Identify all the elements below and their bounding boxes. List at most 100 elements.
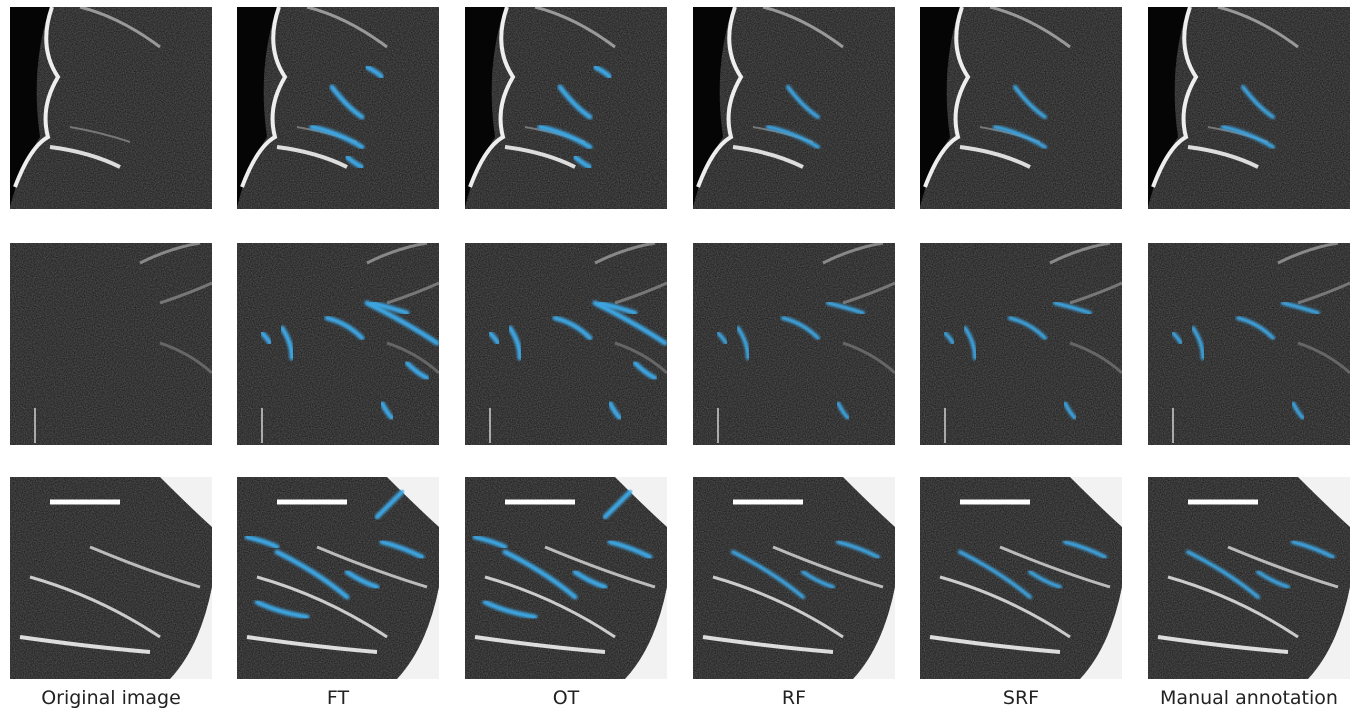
vessel-mask [836,401,850,420]
vessel-mask [244,534,280,550]
edge [1297,281,1350,305]
vessel-mask [379,400,395,421]
edge [246,635,378,654]
dark-region [10,7,50,207]
edge [842,341,895,375]
vessel-mask [592,300,667,346]
image-panel [693,7,895,209]
bright [1298,477,1350,527]
edge [386,281,439,305]
image-panel [1148,243,1350,445]
vessel-mask [801,570,835,589]
texture [237,243,439,445]
vessel-mask [597,300,638,316]
column-label: RF [782,687,806,709]
vessel-mask [592,64,613,80]
vessel-mask [374,489,405,520]
vessel-mask [487,330,501,346]
texture [920,7,1122,209]
vessel-mask [1291,401,1305,420]
texture [465,477,667,679]
edge [959,145,1031,169]
edge [49,145,121,169]
edge [762,7,844,49]
vessel-mask [1191,326,1205,360]
image-panel [920,7,1122,209]
bright [160,477,212,527]
edge [159,341,212,375]
vessel-mask [1256,570,1290,589]
bright [170,587,212,679]
vessel-mask [1028,570,1062,589]
vessel-mask [1008,316,1047,340]
vessel-mask [1063,540,1107,559]
image-panel [693,243,895,445]
vessel-mask [364,64,385,80]
vessel-mask [572,569,608,590]
vessel-mask [632,360,658,381]
vessel-mask [502,549,578,600]
edge [534,7,616,49]
dark-region [920,7,960,207]
vessel-mask [607,539,653,560]
vessel-mask [259,330,273,346]
texture [465,243,667,445]
vessel-mask [379,539,425,560]
vessel-mask [482,599,538,620]
vessel-mask [274,549,350,600]
vessel-mask [836,540,880,559]
vessel-mask [344,569,380,590]
edge [923,7,971,188]
edge [474,635,606,654]
vessel-mask [1236,316,1275,340]
edge [306,7,388,49]
edge [159,281,212,305]
vessel-mask [369,300,410,316]
edge [1151,7,1199,188]
edge [1069,281,1122,305]
edge [702,635,834,654]
column-label: Original image [41,687,181,709]
edge [544,545,656,589]
bright [397,587,439,679]
edge [484,575,616,639]
edge [929,635,1061,654]
image-panel [1148,477,1350,679]
vessel-mask [716,331,728,345]
bright [625,587,667,679]
vessel-mask [607,400,623,421]
edge [614,341,667,375]
edge [240,7,288,188]
edge [79,7,161,49]
texture [920,477,1122,679]
dark-region [1148,7,1188,207]
edge [732,145,804,169]
vessel-mask [963,326,977,360]
bright [1308,587,1350,679]
vessel-mask [1241,85,1275,119]
edge [504,145,576,169]
edge [29,575,161,639]
column-label: OT [553,687,580,709]
vessel-mask [557,84,593,120]
image-panel [465,477,667,679]
texture [237,477,439,679]
edge [842,281,895,305]
image-panel [10,7,212,209]
vessel-mask [736,326,750,360]
vessel-mask [766,125,820,149]
vessel-mask [1053,301,1092,315]
vessel-mask [958,550,1032,599]
vessel-mask [1186,550,1260,599]
vessel-mask [1171,331,1183,345]
image-panel [920,243,1122,445]
vessel-mask [602,489,633,520]
edge [1187,145,1259,169]
dark-region [465,7,505,207]
vessel-mask [1063,401,1077,420]
dark-region [693,7,733,207]
edge [1049,243,1111,265]
bright [1080,587,1122,679]
vessel-mask [254,599,310,620]
image-panel [465,7,667,209]
